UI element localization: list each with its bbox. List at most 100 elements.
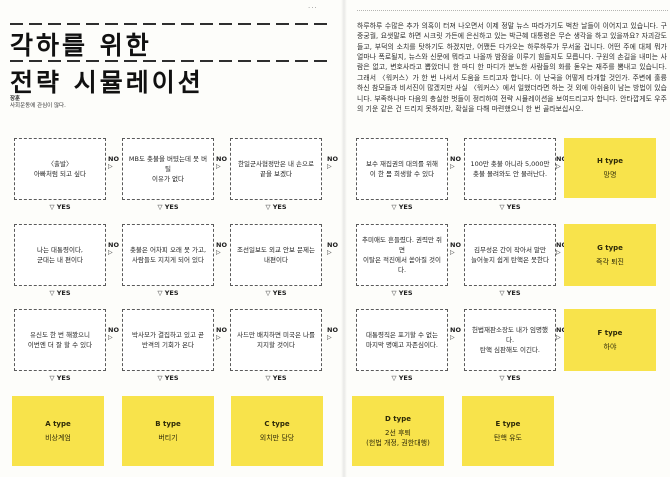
arrow-right-icon: ▷ [450,249,455,256]
result-type-label: 외치만 담당 [259,434,295,442]
result-type-name: E type [495,420,521,428]
no-connector: NO ▷ [327,241,347,257]
arrow-right-icon: ▷ [108,249,113,256]
flow-box: 조선일보도 외교 안보 문제는 내편이다 [230,224,322,286]
no-connector: NO ▷ [216,155,236,171]
arrow-right-icon: ▷ [327,334,332,341]
result-type-label: 하야 [603,343,617,351]
no-label: NO [556,241,567,249]
arrow-right-icon: ▷ [556,249,561,256]
arrow-right-icon: ▷ [327,163,332,170]
result-type-label: 버티기 [158,434,178,442]
no-label: NO [450,241,461,249]
no-connector: NO ▷ [450,155,470,171]
no-connector: NO ▷ [556,241,576,257]
flow-box: 박사모가 결집하고 있고 곧 반격의 기회가 온다 [122,309,214,371]
no-label: NO [108,241,119,249]
arrow-right-icon: ▷ [216,334,221,341]
arrow-right-icon: ▷ [450,163,455,170]
result-type-name: F type [597,329,623,337]
no-label: NO [108,326,119,334]
result-type-label: 탄핵 유도 [494,434,522,442]
yes-connector: ▽ YES [499,374,521,382]
no-connector: NO ▷ [327,326,347,342]
result-type-name: A type [45,420,71,428]
arrow-right-icon: ▷ [327,249,332,256]
no-connector: NO ▷ [450,326,470,342]
result-type-label: 즉각 퇴진 [596,258,624,266]
flow-box: 대통령직은 포기할 수 없는 마지막 명예고 자존심이다. [356,309,448,371]
yes-connector: ▽ YES [391,374,413,382]
yes-connector: ▽ YES [265,374,287,382]
no-label: NO [450,155,461,163]
byline-name: 장훈 [10,96,21,102]
intro-top-rule [357,10,668,11]
yes-connector: ▽ YES [157,374,179,382]
no-connector: NO ▷ [108,155,128,171]
result-box-d-type: D type 2선 후퇴 (헌법 개정, 권한대행) [352,396,444,466]
flow-box: 나는 대통령이다, 군대는 내 편이다 [14,224,106,286]
result-box-f-type: F type 하야 [564,309,656,371]
yes-connector: ▽ YES [499,289,521,297]
page-corner-mark: ··· [308,4,318,12]
flow-box: 사드만 배치하면 미국은 나를 지지할 것이다 [230,309,322,371]
flow-box: 보수 재집권의 대의를 위해 이 한 몸 희생할 수 있다 [356,138,448,200]
result-box-h-type: H type 망명 [564,138,656,198]
yes-connector: ▽ YES [157,289,179,297]
page-title-line1: 각하를 위한 [10,31,152,60]
page-fold [341,0,347,477]
no-label: NO [216,155,227,163]
flow-box: 김무성은 간이 작아서 말만 늘어놓지 쉽게 탄핵은 못한다 [464,224,556,286]
result-type-name: C type [264,420,290,428]
no-connector: NO ▷ [108,241,128,257]
result-type-name: B type [155,420,181,428]
yes-connector: ▽ YES [391,203,413,211]
no-connector: NO ▷ [556,155,576,171]
no-connector: NO ▷ [216,241,236,257]
no-connector: NO ▷ [216,326,236,342]
result-box-e-type: E type 탄핵 유도 [462,396,554,466]
result-box-c-type: C type 외치만 담당 [231,396,323,466]
no-label: NO [556,326,567,334]
no-label: NO [450,326,461,334]
no-connector: NO ▷ [450,241,470,257]
yes-connector: ▽ YES [49,374,71,382]
result-type-name: H type [597,157,623,165]
intro-paragraph: 하루하루 수많은 추가 의혹이 터져 나오면서 이제 정말 뉴스 따라가기도 벅… [357,21,668,114]
yes-connector: ▽ YES [49,289,71,297]
no-label: NO [216,326,227,334]
flow-box: 100만 촛불 아니라 5,000만 촛불 몰려와도 안 물러난다. [464,138,556,200]
title-dash-rule [10,23,332,25]
flow-box: 촛불은 어차피 오래 못 가고, 사람들도 지치게 되어 있다 [122,224,214,286]
no-label: NO [327,241,338,249]
no-label: NO [216,241,227,249]
result-type-name: G type [597,244,623,252]
byline: 장훈 사회운동에 관심이 많다. [10,96,66,110]
arrow-right-icon: ▷ [216,249,221,256]
yes-connector: ▽ YES [49,203,71,211]
arrow-right-icon: ▷ [450,334,455,341]
result-box-g-type: G type 즉각 퇴진 [564,224,656,286]
no-label: NO [556,155,567,163]
arrow-right-icon: ▷ [108,334,113,341]
arrow-right-icon: ▷ [216,163,221,170]
result-type-label: 비상계엄 [45,434,71,442]
flow-box: MB도 촛불을 버텼는데 못 버틸 이유가 없다 [122,138,214,200]
result-type-label: 2선 후퇴 (헌법 개정, 권한대행) [366,429,430,447]
no-label: NO [327,155,338,163]
yes-connector: ▽ YES [265,289,287,297]
flow-box-start: 〈출발〉 아빠처럼 되고 싶다 [14,138,106,200]
flow-box: 유신도 한 번 해봤으니 이번엔 더 잘 할 수 있다 [14,309,106,371]
result-type-name: D type [385,415,411,423]
byline-note: 사회운동에 관심이 많다. [10,103,66,109]
no-label: NO [108,155,119,163]
yes-connector: ▽ YES [391,289,413,297]
no-connector: NO ▷ [327,155,347,171]
title-dash-rule [10,60,332,62]
no-connector: NO ▷ [108,326,128,342]
flow-box: 헌법재판소장도 내가 임명했다. 탄핵 심판해도 이긴다. [464,309,556,371]
no-label: NO [327,326,338,334]
flow-box: 추미애도 흔들렸다. 권력만 쥐면 이탈은 적진에서 쏟아질 것이다. [356,224,448,286]
flow-box: 한일군사협정만은 내 손으로 끝을 보겠다 [230,138,322,200]
